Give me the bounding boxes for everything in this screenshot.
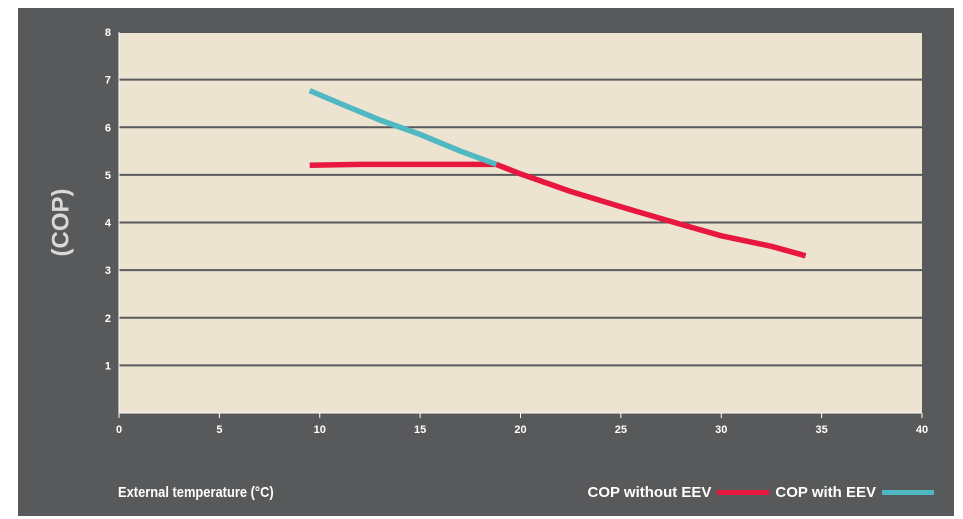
y-tick-label-8: 8 — [105, 27, 111, 39]
legend: COP without EEV COP with EEV — [588, 484, 934, 501]
legend-item-without-eev: COP without EEV — [588, 484, 770, 501]
tick-labels: 0 5 10 15 20 25 30 35 40 1 2 3 4 5 6 7 8 — [105, 27, 928, 436]
x-axis-label: External temperature (°C) — [118, 484, 274, 501]
legend-swatch-with-eev — [882, 490, 934, 495]
y-tick-label-1: 1 — [105, 360, 111, 372]
y-tick-label-4: 4 — [105, 218, 112, 230]
cop-line-chart: 0 5 10 15 20 25 30 35 40 1 2 3 4 5 6 7 8 (COP) — [47, 27, 928, 436]
series-line-cop-without-eev — [309, 161, 807, 259]
y-tick-label-3: 3 — [105, 265, 111, 277]
legend-item-with-eev: COP with EEV — [775, 484, 934, 501]
y-tick-label-7: 7 — [105, 75, 111, 87]
x-tick-label-5: 5 — [216, 424, 222, 436]
axes — [118, 32, 923, 418]
series-line-cop-with-eev — [308, 88, 498, 167]
x-tick-label-0: 0 — [116, 424, 122, 436]
x-tick-label-25: 25 — [615, 424, 627, 436]
y-tick-label-5: 5 — [105, 170, 111, 182]
x-tick-label-10: 10 — [314, 424, 326, 436]
x-tick-label-15: 15 — [414, 424, 426, 436]
grid-lines — [119, 31, 922, 367]
legend-swatch-without-eev — [717, 490, 770, 495]
x-tick-label-40: 40 — [916, 424, 928, 436]
x-tick-label-35: 35 — [816, 424, 828, 436]
series-lines — [308, 88, 807, 259]
y-tick-label-2: 2 — [105, 313, 111, 325]
y-tick-label-6: 6 — [105, 122, 111, 134]
x-tick-label-30: 30 — [715, 424, 727, 436]
x-tick-label-20: 20 — [514, 424, 526, 436]
legend-label-with-eev: COP with EEV — [775, 484, 876, 501]
y-axis-label: (COP) — [47, 189, 74, 257]
chart-panel: 0 5 10 15 20 25 30 35 40 1 2 3 4 5 6 7 8 (COP) External … — [18, 8, 954, 516]
legend-label-without-eev: COP without EEV — [587, 484, 712, 501]
